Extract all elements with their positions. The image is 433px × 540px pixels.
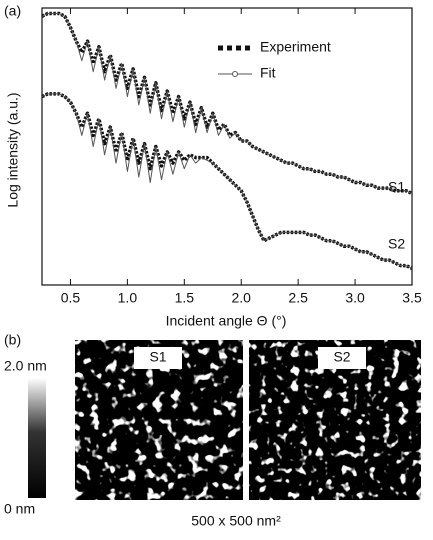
legend-symbol [232, 71, 238, 77]
x-tick-label: 0.5 [61, 290, 81, 306]
image-label-box [318, 347, 366, 369]
afm-image: S2 [249, 340, 421, 500]
legend-label: Experiment [260, 39, 331, 55]
x-axis-label: Incident angle Θ (°) [166, 313, 287, 329]
image-label-box [134, 347, 182, 369]
scale-min: 0 nm [4, 501, 35, 517]
x-tick-label: 2.0 [231, 290, 251, 306]
y-axis-label: Log intensity (a.u.) [5, 92, 21, 207]
panel-label: (b) [4, 332, 21, 348]
x-tick-label: 1.5 [175, 290, 195, 306]
scale-max: 2.0 nm [4, 358, 47, 374]
plot-frame [41, 7, 413, 286]
curve-label: S1 [388, 179, 405, 195]
fit-line [41, 13, 413, 195]
x-tick-label: 1.0 [118, 290, 138, 306]
panel-label: (a) [4, 3, 21, 19]
afm-image: S1 [75, 340, 243, 500]
color-scale [28, 378, 46, 498]
x-tick-label: 3.5 [402, 290, 422, 306]
x-tick-label: 3.0 [345, 290, 365, 306]
curve-label: S2 [388, 236, 405, 252]
experiment-line [41, 11, 413, 196]
image-label: S1 [149, 349, 166, 365]
caption: 500 x 500 nm² [191, 513, 281, 529]
x-tick-label: 2.5 [288, 290, 308, 306]
fit-line [41, 93, 413, 269]
image-label: S2 [333, 349, 350, 365]
legend-label: Fit [260, 65, 276, 81]
